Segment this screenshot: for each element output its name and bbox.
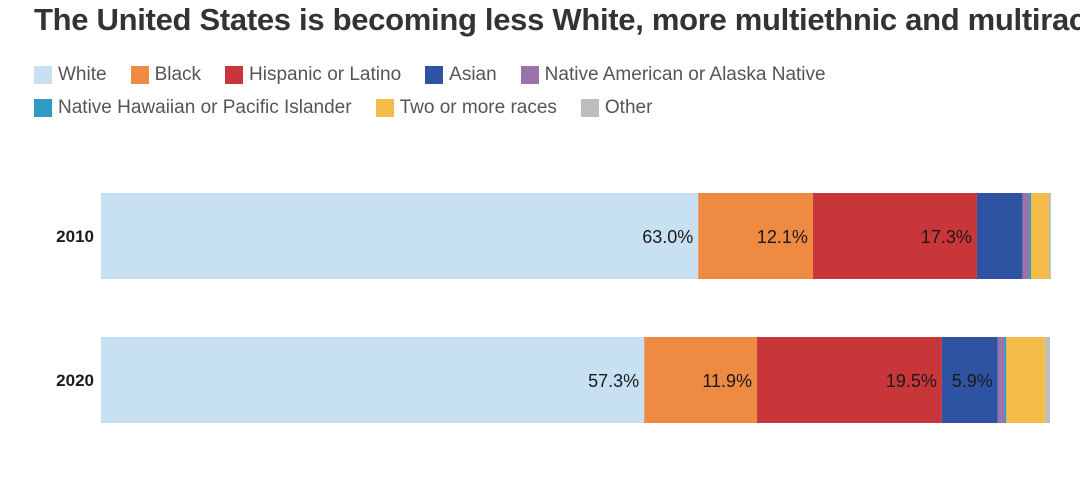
bar-segment-other-2010 [1049,193,1051,279]
legend-item-white: White [34,64,107,86]
bar-segment-native-hawaiian-or-pacific-islander-2010 [1029,193,1031,279]
bar-segment-two-or-more-races-2020 [1006,337,1046,423]
legend-label-native-american: Native American or Alaska Native [544,63,826,85]
bar-segment-hispanic-or-latino-2020 [757,337,942,423]
data-label-white-2010: 63.0% [642,227,693,247]
legend-row: White Black Hispanic or Latino Asian Nat… [34,58,1054,91]
legend-item-pacific-islander: Native Hawaiian or Pacific Islander [34,97,352,119]
bar-segment-native-hawaiian-or-pacific-islander-2020 [1004,337,1007,423]
data-label-black-2020: 11.9% [702,371,752,391]
legend-swatch-black [130,65,149,84]
data-label-hispanic-or-latino-2010: 17.3% [921,227,972,247]
y-tick-label-2020: 2020 [56,371,94,390]
bar-segment-two-or-more-races-2010 [1030,193,1049,279]
bar-segment-native-american-or-alaska-native-2020 [997,337,1005,423]
legend-swatch-two-or-more [375,98,394,117]
y-tick-label-2010: 2010 [56,227,94,246]
data-label-black-2010: 12.1% [757,227,808,247]
data-label-white-2020: 57.3% [588,371,639,391]
legend-row: Native Hawaiian or Pacific Islander Two … [34,91,1054,124]
bar-segment-white-2010 [101,193,699,279]
bar-segment-other-2020 [1045,337,1050,423]
data-label-asian-2020: 5.9% [952,371,993,391]
legend-item-other: Other [580,96,653,119]
legend-item-native-american: Native American or Alaska Native [520,63,826,86]
legend-swatch-native-american [520,65,539,84]
legend-swatch-pacific-islander [34,98,52,117]
legend-swatch-other [580,98,599,117]
legend-item-black: Black [130,63,202,86]
legend-item-two-or-more: Two or more races [375,96,557,119]
bar-segment-white-2020 [101,337,645,423]
bar-segment-asian-2010 [976,193,1023,279]
legend-label-black: Black [154,63,202,85]
chart-title: The United States is becoming less White… [34,2,1080,37]
legend-label-two-or-more: Two or more races [399,96,557,118]
legend: White Black Hispanic or Latino Asian Nat… [34,58,1054,124]
legend-swatch-asian [425,65,444,84]
data-label-hispanic-or-latino-2020: 19.5% [886,371,937,391]
legend-label-other: Other [604,96,653,118]
stacked-bar-chart: 2010 63.0% 12.1% 17.3% 2020 57.3% 11.9% 19.5% 5.… [56,193,1051,423]
legend-label-asian: Asian [449,63,497,85]
legend-item-asian: Asian [425,64,497,86]
legend-label-hispanic: Hispanic or Latino [249,63,402,85]
legend-label-pacific-islander: Native Hawaiian or Pacific Islander [58,96,352,118]
bar-segment-hispanic-or-latino-2010 [812,193,977,279]
legend-item-hispanic: Hispanic or Latino [225,64,401,86]
bar-segment-native-american-or-alaska-native-2010 [1022,193,1030,279]
legend-swatch-hispanic [225,65,244,84]
bar-segment-black-2020 [644,337,758,423]
legend-label-white: White [58,63,107,85]
bar-segment-black-2010 [698,193,813,279]
bar-segment-asian-2020 [941,337,998,423]
legend-swatch-white [34,65,52,84]
